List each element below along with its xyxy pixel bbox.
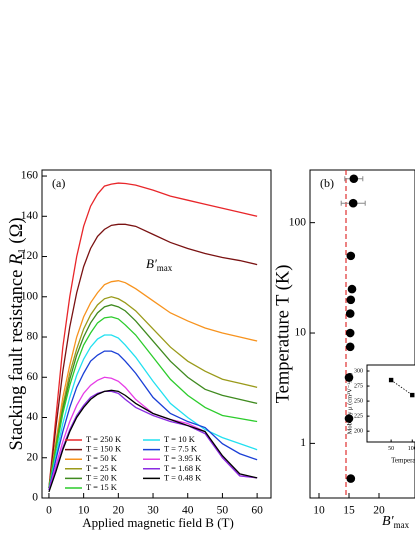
y-tick-label: 225 [354, 414, 363, 420]
series-line [48, 316, 258, 489]
series-line [48, 334, 258, 491]
x-axis-label: Temperature (K) [391, 457, 415, 465]
series-line [48, 223, 258, 489]
y-tick-label: 100 [289, 216, 307, 228]
y-axis-label: Stacking fault resistance R1 (Ω) [7, 218, 27, 451]
point [344, 414, 354, 423]
series-line [48, 296, 258, 489]
y-tick-label: 10 [295, 327, 307, 339]
y-tick-label: 200 [354, 429, 363, 435]
series-line [48, 280, 258, 489]
point [348, 198, 358, 208]
x-tick-label: 20 [113, 504, 125, 516]
plot-frame [41, 169, 272, 499]
legend-label: T = 50 K [86, 453, 118, 463]
y-tick-label: 60 [27, 371, 39, 383]
y-axis-label: Mobility μ (cm²V⁻¹s⁻¹) [346, 373, 353, 435]
legend-label: T = 20 K [86, 472, 118, 482]
x-tick-label: 0 [46, 504, 52, 516]
point [345, 342, 355, 352]
y-tick-label: 0 [32, 492, 38, 504]
point [344, 373, 354, 382]
x-tick-label: 30 [147, 504, 159, 516]
y-tick-label: 80 [27, 331, 39, 343]
series-line [48, 304, 258, 489]
y-axis-label-part: R [7, 254, 27, 266]
marker [410, 392, 415, 398]
x-axis-label: B′max [382, 514, 410, 530]
x-tick-label: 100 [408, 446, 415, 452]
legend-label: T = 15 K [86, 482, 118, 492]
x-axis-label-part: max [394, 520, 410, 530]
y-tick-label: 40 [27, 411, 39, 423]
x-tick-label: 50 [217, 504, 229, 516]
point [345, 309, 355, 318]
y-tick-label: 1 [300, 437, 306, 449]
x-tick-label: 50 [388, 446, 394, 452]
y-axis-label-part: (Ω) [7, 218, 27, 249]
legend-label: T = 150 K [86, 444, 122, 454]
y-tick-label: 300 [354, 368, 363, 374]
series-line [48, 182, 258, 489]
annotation: B′max [146, 256, 173, 273]
y-tick-label: 250 [354, 398, 363, 404]
x-axis-label-part: B′ [382, 514, 395, 529]
y-tick-label: 160 [21, 170, 39, 182]
plot-frame [309, 169, 415, 499]
legend-label: T = 10 K [164, 434, 196, 444]
point [346, 251, 356, 261]
series-line [48, 389, 258, 493]
y-axis-label-part: 1 [16, 248, 28, 254]
x-tick-label: 20 [373, 504, 385, 516]
y-axis-label: Temperature T (K) [273, 265, 293, 404]
series-group [388, 377, 415, 398]
legend-label: T = 7.5 K [164, 444, 198, 454]
y-tick-label: 120 [21, 250, 39, 262]
point [346, 474, 356, 483]
series-group [48, 182, 258, 493]
series-line [48, 350, 258, 491]
series-line [48, 390, 258, 491]
x-tick-label: 10 [78, 504, 90, 516]
series-line [390, 379, 413, 396]
legend-label: T = 3.95 K [164, 453, 202, 463]
y-tick-label: 20 [27, 451, 39, 463]
y-tick-label: 100 [21, 290, 39, 302]
point [345, 328, 355, 338]
legend-label: T = 250 K [86, 434, 122, 444]
point [347, 284, 357, 294]
legend-label: T = 25 K [86, 463, 118, 473]
legend-label: T = 0.48 K [164, 472, 202, 482]
marker [388, 377, 394, 383]
y-tick-label: 140 [21, 210, 39, 222]
x-tick-label: 40 [182, 504, 194, 516]
x-tick-label: 10 [313, 504, 325, 516]
legend-label: T = 1.68 K [164, 463, 202, 473]
x-tick-label: 60 [251, 504, 263, 516]
annotation-part: B′ [146, 256, 157, 271]
panel-label: (b) [320, 176, 334, 190]
x-tick-label: 15 [343, 504, 355, 516]
point [346, 295, 356, 305]
point [349, 174, 359, 184]
annotation-part: max [157, 263, 173, 273]
panel-label: (a) [52, 176, 65, 190]
y-tick-label: 275 [354, 383, 363, 389]
x-axis-label: Applied magnetic field B (T) [82, 515, 234, 530]
y-axis-label-part: Stacking fault resistance [7, 265, 27, 450]
plot-frame [366, 364, 415, 443]
